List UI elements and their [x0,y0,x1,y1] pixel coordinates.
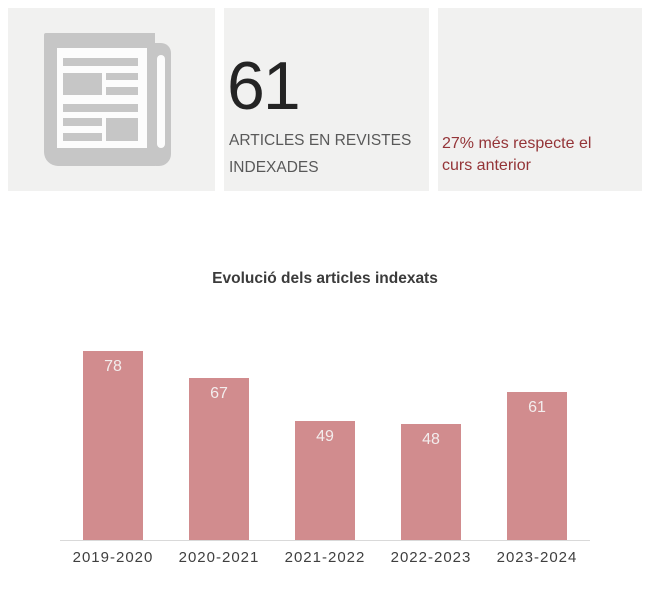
bar-2021-2022: 49 [295,421,355,540]
kpi-icon-card [8,8,215,191]
x-axis-label: 2021-2022 [284,549,366,566]
bar-value-label: 48 [422,431,440,448]
kpi-delta-text: 27% més respecte el curs anterior [442,133,591,177]
kpi-metric-card: 61 ARTICLES EN REVISTES INDEXADES [224,8,429,191]
kpi-delta-line1: 27% més respecte el [442,135,592,152]
newspaper-icon-spine-slot [157,55,165,148]
bar-chart-plot-area: 78 67 49 48 61 [60,351,590,541]
newspaper-icon-headline-bar [63,58,138,66]
bar-slot: 78 [60,351,166,540]
newspaper-icon-sheet [57,48,147,148]
newspaper-icon-text-bar [63,104,138,112]
chart-title: Evolució dels articles indexats [212,270,438,287]
bar-2023-2024: 61 [507,392,567,540]
bar-value-label: 49 [316,428,334,445]
bar-value-label: 67 [210,385,228,402]
bar-slot: 48 [378,352,484,540]
x-axis-labels: 2019-2020 2020-2021 2021-2022 2022-2023 2023… [60,549,590,566]
x-axis-label: 2020-2021 [178,549,260,566]
bar-2019-2020: 78 [83,351,143,540]
newspaper-icon-text-bar [106,87,138,95]
kpi-delta-line2: curs anterior [442,157,531,174]
newspaper-icon-image-block [63,73,102,95]
x-axis-label: 2019-2020 [72,549,154,566]
bar-2020-2021: 67 [189,378,249,540]
kpi-label: ARTICLES EN REVISTES INDEXADES [229,127,411,181]
kpi-value: 61 [227,48,301,124]
bar-slot: 49 [272,352,378,540]
newspaper-icon-text-bar [106,73,138,80]
bar-slot: 67 [166,352,272,540]
kpi-label-line2: INDEXADES [229,159,319,176]
newspaper-icon-text-bar [63,118,102,126]
bar-value-label: 61 [528,399,546,416]
newspaper-icon [44,33,171,166]
newspaper-icon-image-block [106,118,138,141]
kpi-delta-card: 27% més respecte el curs anterior [438,8,642,191]
bar-2022-2023: 48 [401,424,461,540]
bar-value-label: 78 [104,358,122,375]
x-axis-label: 2023-2024 [496,549,578,566]
newspaper-icon-text-bar [63,133,102,141]
kpi-label-line1: ARTICLES EN REVISTES [229,132,412,149]
bar-slot: 61 [484,352,590,540]
x-axis-label: 2022-2023 [390,549,472,566]
